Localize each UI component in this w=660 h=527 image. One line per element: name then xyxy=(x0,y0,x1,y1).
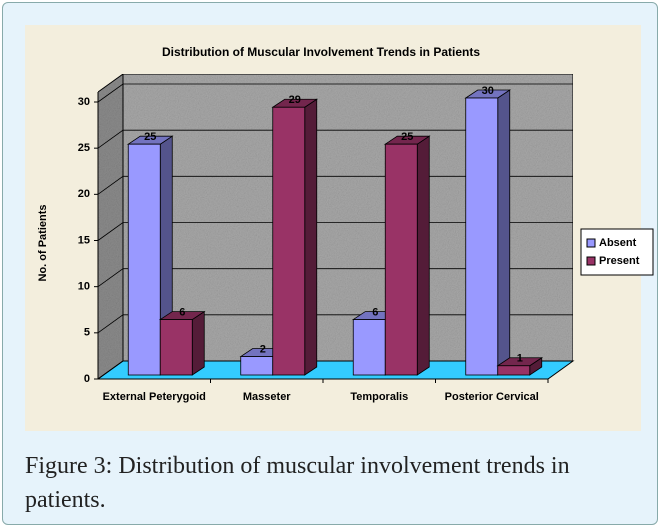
bar xyxy=(240,356,274,376)
bar xyxy=(352,319,386,376)
data-label: 2 xyxy=(260,343,266,355)
data-label: 25 xyxy=(401,131,413,143)
grid-line xyxy=(97,129,573,149)
bar xyxy=(497,365,531,376)
bar xyxy=(384,143,418,376)
x-tick-label: Masseter xyxy=(242,391,291,403)
y-tick-label: 0 xyxy=(84,373,90,385)
legend-label: Present xyxy=(599,255,640,267)
data-label: 25 xyxy=(144,131,156,143)
side-wall xyxy=(97,73,124,380)
y-tick-label: 25 xyxy=(78,142,90,154)
y-axis-label: No. of Patients xyxy=(37,204,49,281)
y-tick-label: 15 xyxy=(78,234,90,246)
bar-side xyxy=(191,310,205,376)
bar-side xyxy=(416,135,430,376)
grid-line xyxy=(97,83,573,103)
y-tick-label: 20 xyxy=(78,188,90,200)
x-tick-label: Posterior Cervical xyxy=(444,391,539,403)
y-tick-label: 10 xyxy=(78,281,90,293)
bar xyxy=(159,319,193,376)
data-label: 29 xyxy=(289,94,301,106)
x-tick-label: Temporalis xyxy=(350,391,409,403)
data-label: 30 xyxy=(482,85,494,97)
bar-side xyxy=(497,89,511,376)
legend-box xyxy=(580,228,654,276)
y-tick-label: 5 xyxy=(84,327,90,339)
caption: Figure 3: Distribution of muscular invol… xyxy=(25,453,570,513)
data-label: 1 xyxy=(517,353,523,365)
bar-side xyxy=(304,98,318,376)
y-tick-label: 30 xyxy=(78,96,90,108)
chart: Distribution of Muscular Involvement Tre… xyxy=(37,45,654,385)
bar xyxy=(127,143,161,376)
x-tick-label: External Peterygoid xyxy=(102,391,206,403)
bar xyxy=(465,97,499,376)
data-label: 6 xyxy=(179,307,185,319)
legend-swatch xyxy=(586,238,596,248)
data-label: 6 xyxy=(372,307,378,319)
chart-title: Distribution of Muscular Involvement Tre… xyxy=(162,45,480,59)
legend-label: Absent xyxy=(599,237,637,249)
bar xyxy=(272,106,306,376)
legend-swatch xyxy=(586,256,596,266)
